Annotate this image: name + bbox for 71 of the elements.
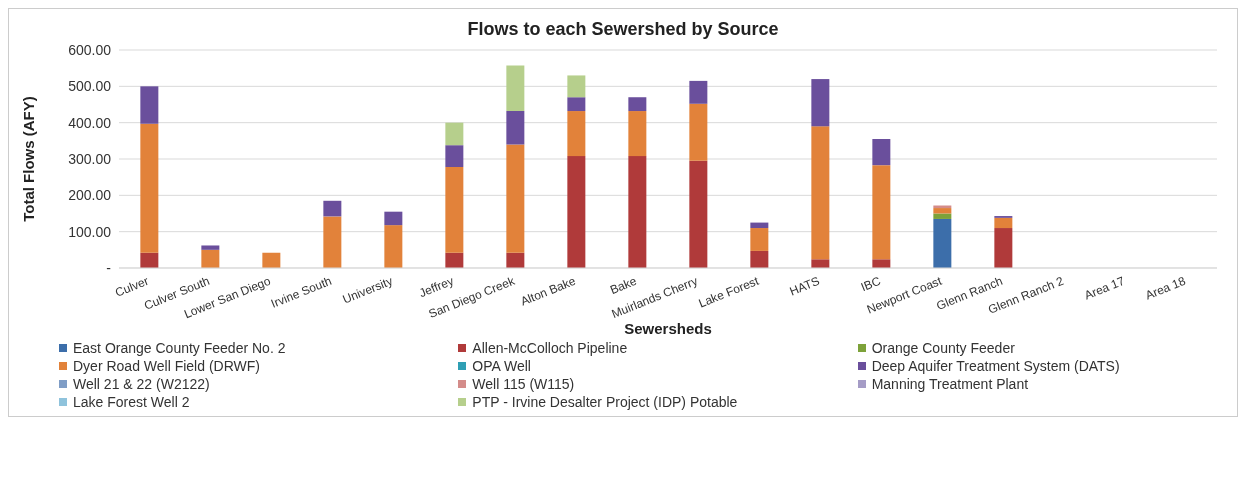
chart-title: Flows to each Sewershed by Source bbox=[466, 18, 780, 40]
legend-label: Dyer Road Well Field (DRWF) bbox=[73, 358, 260, 374]
y-tick-label: 600.00 bbox=[68, 41, 112, 58]
x-tick-label: Area 18 bbox=[1143, 273, 1188, 303]
x-tick-label: IBC bbox=[858, 273, 883, 295]
bar bbox=[201, 245, 220, 250]
bar bbox=[750, 250, 769, 268]
bar bbox=[872, 165, 891, 260]
bar bbox=[140, 86, 159, 124]
bar bbox=[201, 249, 220, 268]
bar bbox=[750, 228, 769, 251]
bar bbox=[506, 111, 525, 145]
bar bbox=[628, 97, 647, 112]
y-tick-label: 400.00 bbox=[68, 114, 112, 131]
bar bbox=[506, 252, 525, 268]
bar bbox=[872, 259, 891, 268]
bar bbox=[567, 156, 586, 268]
bar bbox=[567, 75, 586, 98]
bar bbox=[445, 145, 464, 167]
bar bbox=[567, 97, 586, 112]
bar bbox=[445, 252, 464, 268]
y-tick-label: 300.00 bbox=[68, 150, 112, 167]
bar bbox=[811, 79, 830, 127]
legend-label: Well 115 (W115) bbox=[472, 376, 575, 392]
bar bbox=[140, 123, 159, 253]
bar bbox=[689, 80, 708, 104]
legend-label: OPA Well bbox=[472, 358, 531, 374]
bar bbox=[933, 213, 952, 219]
bar bbox=[933, 218, 952, 268]
x-tick-label: Irvine South bbox=[269, 273, 334, 311]
x-tick-label: Lake Forest bbox=[696, 273, 762, 311]
bar bbox=[567, 111, 586, 157]
bar bbox=[140, 252, 159, 268]
bar bbox=[994, 217, 1013, 229]
legend-label: Manning Treatment Plant bbox=[871, 376, 1029, 392]
bar bbox=[994, 228, 1013, 268]
bar bbox=[750, 222, 769, 229]
bar bbox=[506, 144, 525, 253]
legend-label: Orange County Feeder bbox=[871, 340, 1015, 356]
bar bbox=[323, 216, 342, 268]
bar bbox=[323, 200, 342, 217]
x-tick-label: HATS bbox=[787, 273, 822, 299]
x-axis-title: Sewersheds bbox=[624, 320, 712, 337]
bar bbox=[384, 225, 403, 268]
bar bbox=[262, 252, 281, 268]
x-tick-label: Alton Bake bbox=[518, 273, 578, 309]
bar bbox=[628, 111, 647, 157]
bar bbox=[628, 156, 647, 268]
legend-label: Lake Forest Well 2 bbox=[73, 394, 190, 410]
legend-label: Well 21 & 22 (W2122) bbox=[73, 376, 210, 392]
x-tick-label: Area 17 bbox=[1082, 273, 1127, 303]
bar bbox=[689, 160, 708, 268]
legend-label: Deep Aquifer Treatment System (DATS) bbox=[871, 358, 1120, 374]
bar bbox=[933, 208, 952, 214]
bar bbox=[689, 103, 708, 161]
bar bbox=[811, 259, 830, 268]
bar bbox=[384, 211, 403, 226]
bar bbox=[872, 139, 891, 166]
y-tick-label: 200.00 bbox=[68, 187, 112, 204]
y-tick-label: 100.00 bbox=[68, 223, 112, 240]
bar bbox=[811, 126, 830, 260]
y-tick-label: 500.00 bbox=[68, 78, 112, 95]
y-tick-label: - bbox=[106, 259, 112, 276]
legend-label: PTP - Irvine Desalter Project (IDP) Potable bbox=[472, 394, 738, 410]
bar bbox=[445, 122, 464, 146]
bar bbox=[506, 65, 525, 112]
y-axis-title: Total Flows (AFY) bbox=[20, 96, 38, 222]
x-tick-label: Bake bbox=[608, 273, 639, 298]
legend-label: East Orange County Feeder No. 2 bbox=[73, 340, 286, 356]
legend-label: Allen-McColloch Pipeline bbox=[472, 340, 628, 356]
bar bbox=[445, 166, 464, 253]
